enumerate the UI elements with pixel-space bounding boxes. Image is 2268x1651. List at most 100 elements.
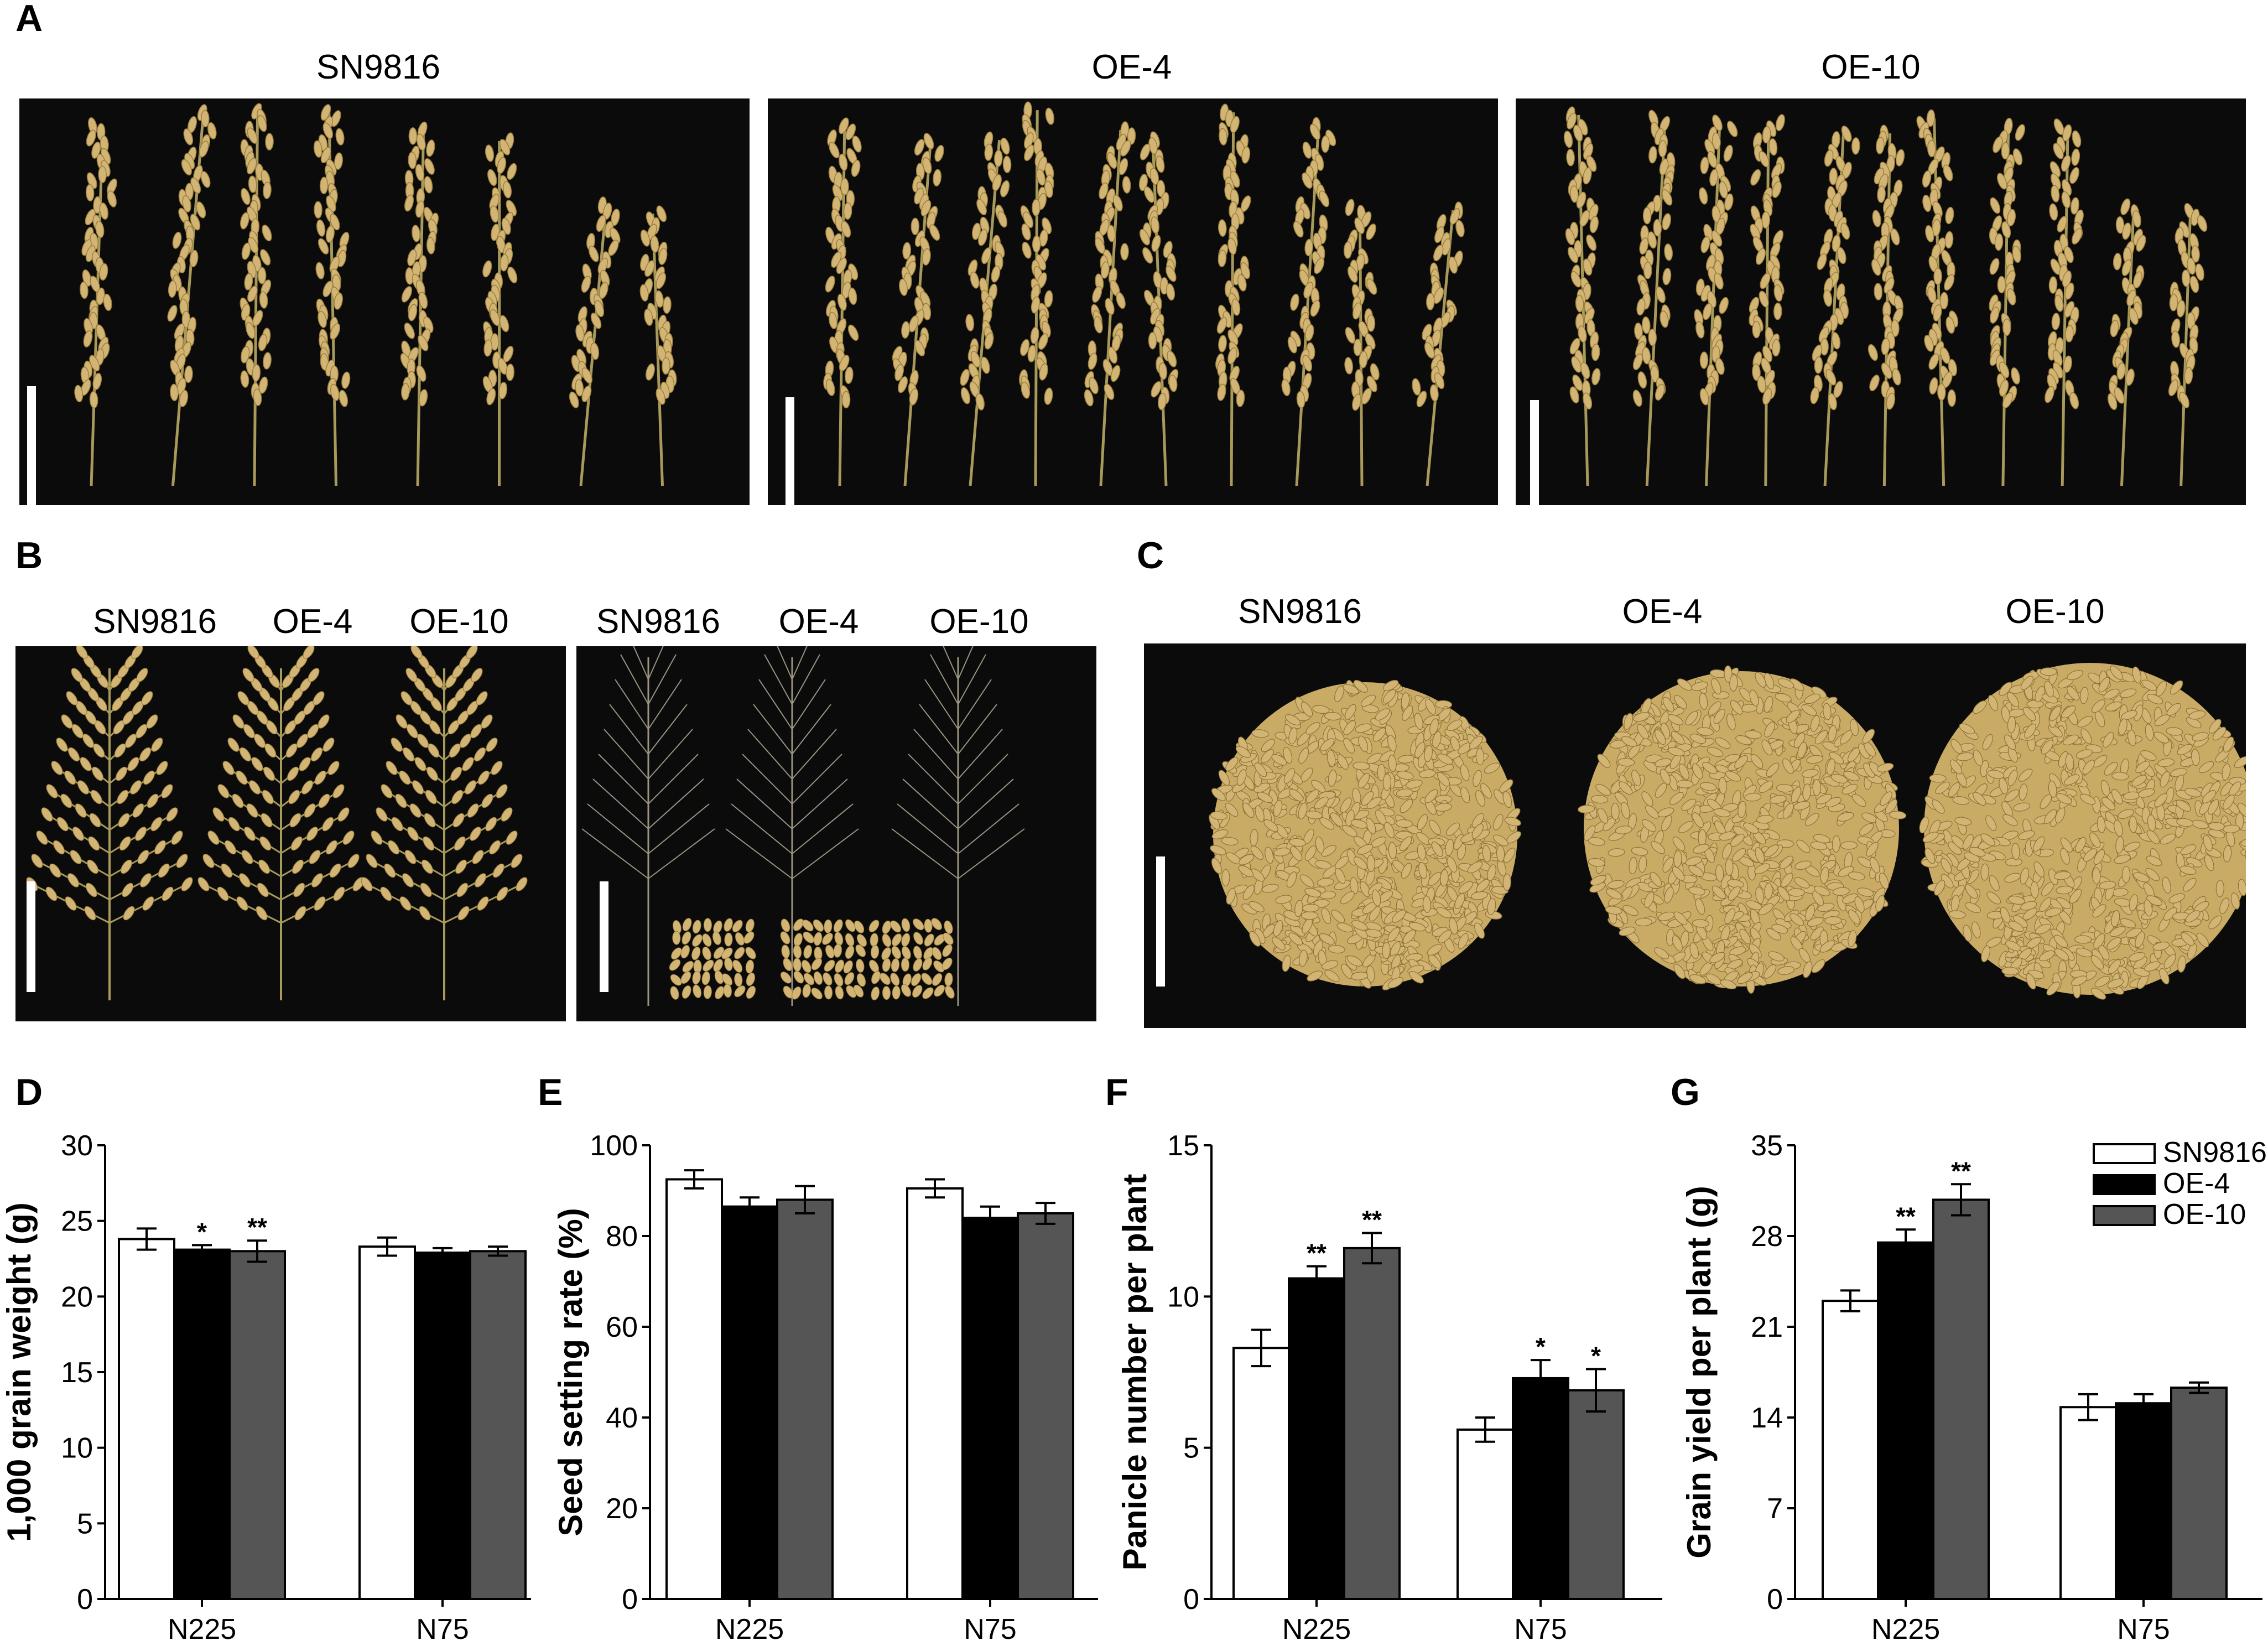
grain — [486, 738, 498, 752]
grain — [252, 364, 261, 382]
grain — [913, 958, 923, 972]
panicle — [1343, 199, 1380, 486]
grain — [142, 896, 154, 911]
grain — [1728, 886, 1741, 901]
grain — [2223, 824, 2240, 833]
grain — [960, 387, 971, 404]
grain — [1777, 678, 1794, 689]
grain — [2238, 879, 2246, 896]
grain — [1679, 764, 1689, 780]
grain-pile — [1919, 663, 2246, 1000]
grain — [942, 944, 953, 957]
grain — [263, 181, 272, 199]
grain — [1424, 745, 1433, 762]
grain — [1588, 858, 1605, 867]
grain — [1586, 155, 1597, 172]
grain — [1884, 277, 1895, 294]
grain — [189, 250, 199, 268]
panel-letter-f: F — [1105, 1071, 1128, 1113]
grain — [836, 257, 847, 274]
grain — [184, 365, 193, 383]
grain — [2132, 666, 2141, 684]
grain — [1480, 783, 1492, 799]
grain — [1868, 344, 1878, 361]
grain — [783, 958, 793, 972]
grain — [1825, 369, 1837, 386]
grain — [923, 947, 934, 960]
grain — [1810, 841, 1828, 850]
panicle — [1632, 110, 1676, 486]
grain — [1619, 926, 1636, 936]
grain — [1022, 241, 1032, 259]
grain — [1365, 333, 1376, 350]
grain — [1167, 350, 1177, 367]
grain — [1584, 825, 1596, 841]
grain — [1674, 695, 1687, 709]
grain — [2171, 330, 2180, 348]
grain — [347, 854, 360, 868]
y-tick-label: 40 — [606, 1402, 638, 1434]
grain — [1755, 847, 1765, 864]
grain — [2121, 865, 2131, 884]
grain — [1688, 886, 1706, 896]
grain — [1764, 844, 1779, 858]
grain — [2223, 845, 2232, 863]
grain — [2030, 881, 2039, 899]
grain — [1801, 769, 1819, 778]
grain — [329, 863, 341, 878]
y-tick-label: 30 — [61, 1130, 93, 1162]
grain — [314, 201, 322, 219]
grain — [154, 840, 166, 855]
grain — [122, 882, 134, 897]
grain — [1607, 880, 1625, 889]
grain — [1837, 247, 1846, 264]
grain — [247, 127, 258, 144]
panicle — [400, 121, 439, 486]
grain — [1773, 284, 1783, 302]
grain — [1843, 771, 1860, 781]
grain — [87, 859, 98, 874]
grain — [971, 222, 981, 240]
grain — [200, 171, 211, 188]
grain — [2107, 393, 2118, 411]
grain — [1688, 865, 1704, 877]
grain — [506, 364, 514, 381]
panel-b-label-oe10: OE-10 — [409, 603, 509, 641]
grain — [414, 757, 426, 771]
grain — [1685, 856, 1702, 866]
grain — [259, 291, 268, 309]
panicle — [1412, 201, 1465, 486]
grain — [2145, 724, 2154, 741]
grain — [1448, 256, 1458, 274]
grain — [692, 934, 703, 947]
x-tick-label: N225 — [168, 1613, 236, 1645]
grain — [1426, 293, 1435, 310]
grain — [1425, 698, 1436, 715]
grain — [1573, 124, 1583, 142]
grain — [941, 957, 953, 970]
grain — [481, 714, 493, 729]
grain — [2222, 763, 2231, 781]
grain — [288, 790, 300, 804]
grain — [1812, 778, 1821, 797]
grain — [1107, 225, 1116, 242]
grain — [1299, 949, 1308, 967]
grain — [1414, 742, 1426, 758]
grain — [1296, 391, 1305, 409]
grain — [2007, 716, 2016, 734]
grain — [249, 780, 261, 795]
grain — [72, 827, 84, 841]
grain — [341, 371, 351, 389]
grain — [1718, 777, 1727, 795]
grain — [2183, 878, 2197, 892]
grain — [840, 178, 849, 196]
grain — [1790, 913, 1804, 926]
grain — [2154, 714, 2170, 726]
grain — [1571, 356, 1582, 373]
grain — [1340, 891, 1355, 905]
grain — [1872, 210, 1881, 227]
grain — [803, 931, 814, 943]
grain — [2092, 904, 2106, 918]
grain — [1969, 847, 1986, 857]
grain — [1373, 728, 1386, 742]
